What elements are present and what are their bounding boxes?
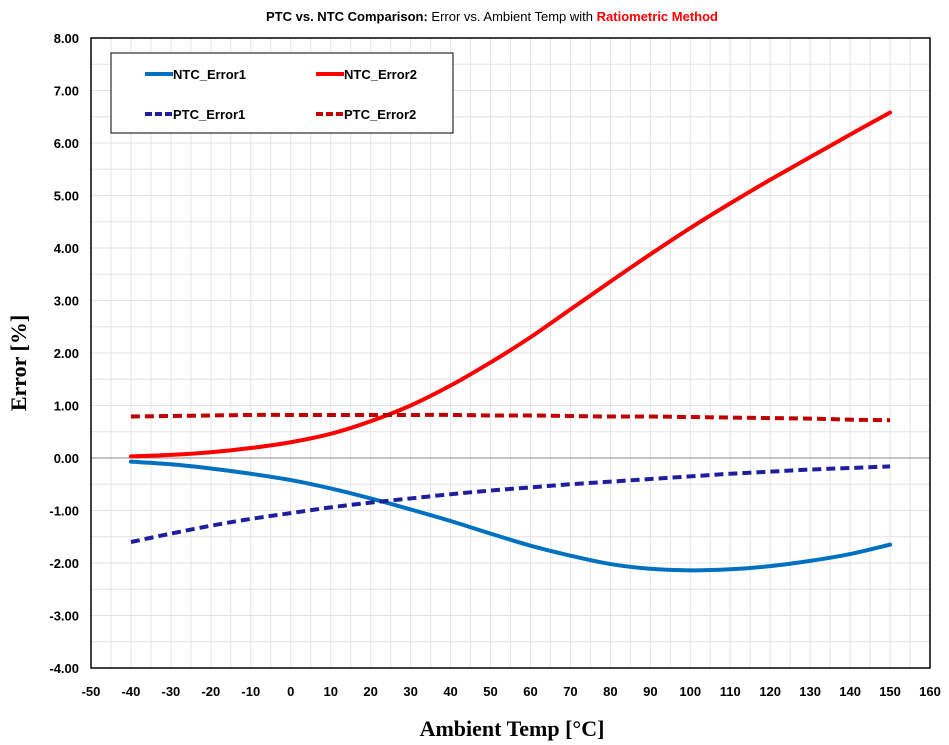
y-tick-label: 5.00 bbox=[54, 189, 79, 204]
title-part-2: Error vs. Ambient Temp with bbox=[428, 9, 597, 24]
x-tick-label: 140 bbox=[839, 684, 861, 699]
legend-box bbox=[110, 52, 454, 134]
x-tick-label: 10 bbox=[323, 684, 337, 699]
title-part-1: PTC vs. NTC Comparison: bbox=[266, 9, 428, 24]
y-axis-title: Error [%] bbox=[6, 315, 31, 411]
x-tick-label: 70 bbox=[563, 684, 577, 699]
x-tick-label: 110 bbox=[720, 684, 741, 699]
x-tick-label: 20 bbox=[363, 684, 377, 699]
y-tick-label: 4.00 bbox=[54, 241, 79, 256]
y-tick-label: 7.00 bbox=[54, 84, 79, 99]
y-tick-labels: -4.00 -3.00 -2.00 -1.00 0.00 1.00 2.00 3.00 4.00… bbox=[49, 31, 79, 676]
x-tick-label: -10 bbox=[241, 684, 260, 699]
y-tick-label: -3.00 bbox=[49, 609, 79, 624]
x-tick-label: -30 bbox=[162, 684, 181, 699]
plot-area-border bbox=[90, 37, 931, 669]
x-tick-label: -20 bbox=[201, 684, 220, 699]
x-tick-label: 60 bbox=[523, 684, 537, 699]
x-axis-title: Ambient Temp [°C] bbox=[420, 716, 605, 741]
x-tick-label: 90 bbox=[643, 684, 657, 699]
x-tick-label: 0 bbox=[287, 684, 294, 699]
y-tick-label: -4.00 bbox=[49, 661, 79, 676]
x-tick-label: 40 bbox=[443, 684, 457, 699]
y-tick-label: 6.00 bbox=[54, 136, 79, 151]
x-tick-label: 50 bbox=[483, 684, 497, 699]
legend: NTC_Error1 NTC_Error2 PTC_Error1 PTC_Error2 bbox=[110, 52, 454, 134]
x-tick-label: 120 bbox=[759, 684, 781, 699]
y-tick-label: 8.00 bbox=[54, 31, 79, 46]
y-tick-label: -1.00 bbox=[49, 504, 79, 519]
legend-label-ntc-error1: NTC_Error1 bbox=[173, 67, 246, 82]
y-tick-label: 3.00 bbox=[54, 294, 79, 309]
x-tick-label: 160 bbox=[919, 684, 941, 699]
x-tick-label: 130 bbox=[799, 684, 821, 699]
series-line-ntc-error1 bbox=[128, 459, 893, 573]
series-line-ntc-error2 bbox=[128, 110, 893, 459]
y-tick-label: 2.00 bbox=[54, 346, 79, 361]
title-part-3: Ratiometric Method bbox=[597, 9, 718, 24]
x-tick-labels: -50 -40 -30 -20 -10 0 10 20 30 40 50 60 70 80 90 100 110… bbox=[82, 684, 941, 699]
x-tick-label: -40 bbox=[122, 684, 141, 699]
legend-label-ntc-error2: NTC_Error2 bbox=[344, 67, 417, 82]
y-tick-label: 1.00 bbox=[54, 399, 79, 414]
chart-title: PTC vs. NTC Comparison: Error vs. Ambien… bbox=[266, 9, 718, 24]
legend-label-ptc-error2: PTC_Error2 bbox=[344, 107, 416, 122]
legend-label-ptc-error1: PTC_Error1 bbox=[173, 107, 245, 122]
x-tick-label: 150 bbox=[879, 684, 901, 699]
y-tick-label: 0.00 bbox=[54, 451, 79, 466]
x-tick-label: 100 bbox=[679, 684, 701, 699]
x-tick-label: 80 bbox=[603, 684, 617, 699]
x-tick-label: -50 bbox=[82, 684, 101, 699]
series-line-ptc-error2 bbox=[130, 412, 891, 423]
series-lines bbox=[128, 110, 893, 573]
series-line-ptc-error1 bbox=[130, 464, 891, 544]
x-tick-label: 30 bbox=[403, 684, 417, 699]
y-tick-label: -2.00 bbox=[49, 556, 79, 571]
